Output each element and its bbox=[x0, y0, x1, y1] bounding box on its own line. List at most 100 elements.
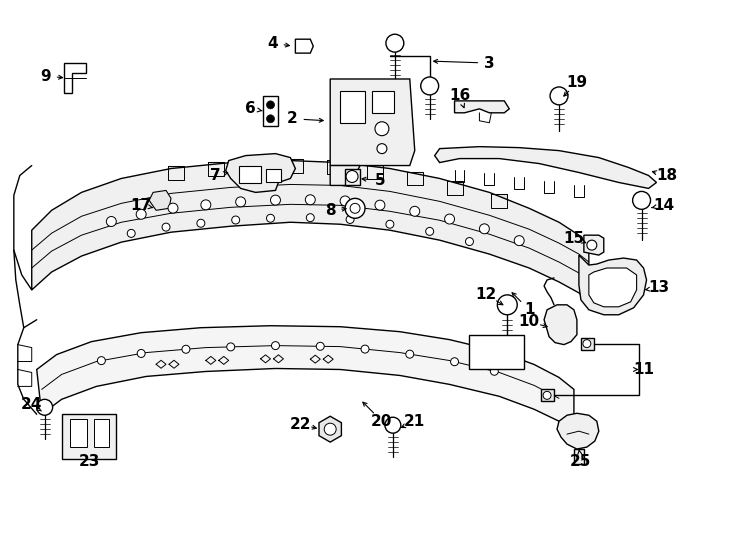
Circle shape bbox=[137, 210, 146, 219]
Text: 1: 1 bbox=[524, 302, 534, 318]
Circle shape bbox=[451, 357, 459, 366]
Circle shape bbox=[421, 77, 439, 95]
Circle shape bbox=[375, 122, 389, 136]
Text: 10: 10 bbox=[519, 314, 539, 329]
Circle shape bbox=[465, 238, 473, 246]
Polygon shape bbox=[168, 166, 184, 180]
Polygon shape bbox=[327, 160, 343, 174]
Polygon shape bbox=[345, 168, 360, 185]
Bar bbox=[470, 335, 524, 369]
Bar bbox=[95, 419, 109, 447]
Text: 21: 21 bbox=[404, 414, 426, 429]
Text: 2: 2 bbox=[287, 111, 298, 126]
Circle shape bbox=[406, 350, 414, 358]
Text: 6: 6 bbox=[245, 102, 256, 116]
Polygon shape bbox=[446, 181, 462, 194]
Bar bbox=[266, 168, 281, 183]
Polygon shape bbox=[584, 235, 604, 255]
Circle shape bbox=[266, 115, 275, 123]
Circle shape bbox=[236, 197, 246, 207]
Text: 13: 13 bbox=[648, 280, 669, 295]
Circle shape bbox=[515, 235, 524, 246]
Text: 5: 5 bbox=[374, 173, 385, 188]
Polygon shape bbox=[330, 79, 415, 166]
Text: 9: 9 bbox=[40, 69, 51, 84]
Circle shape bbox=[543, 392, 551, 400]
Text: 11: 11 bbox=[633, 362, 654, 377]
Bar bbox=[372, 91, 394, 113]
Circle shape bbox=[377, 144, 387, 153]
Polygon shape bbox=[288, 159, 303, 173]
Text: 19: 19 bbox=[567, 76, 587, 91]
Circle shape bbox=[106, 217, 116, 226]
Bar bbox=[340, 91, 365, 123]
Circle shape bbox=[98, 356, 106, 365]
Polygon shape bbox=[579, 255, 647, 315]
Text: 14: 14 bbox=[653, 198, 674, 213]
Polygon shape bbox=[491, 194, 507, 208]
Polygon shape bbox=[149, 191, 171, 210]
Circle shape bbox=[324, 423, 336, 435]
Text: 25: 25 bbox=[570, 454, 592, 469]
Text: 15: 15 bbox=[564, 231, 584, 246]
Circle shape bbox=[227, 343, 235, 351]
Polygon shape bbox=[208, 162, 224, 176]
Circle shape bbox=[385, 417, 401, 433]
Circle shape bbox=[583, 340, 591, 348]
Circle shape bbox=[340, 196, 350, 206]
Polygon shape bbox=[37, 326, 574, 433]
Circle shape bbox=[490, 367, 498, 375]
Circle shape bbox=[266, 214, 275, 222]
Polygon shape bbox=[574, 449, 584, 464]
Circle shape bbox=[375, 200, 385, 210]
Text: 24: 24 bbox=[21, 397, 43, 412]
Circle shape bbox=[345, 198, 365, 218]
Circle shape bbox=[498, 295, 517, 315]
Polygon shape bbox=[62, 414, 116, 459]
Circle shape bbox=[182, 345, 190, 353]
Polygon shape bbox=[226, 153, 295, 192]
Circle shape bbox=[201, 200, 211, 210]
Polygon shape bbox=[581, 338, 594, 349]
Polygon shape bbox=[589, 268, 636, 307]
Circle shape bbox=[306, 214, 314, 221]
Text: 8: 8 bbox=[325, 203, 335, 218]
Circle shape bbox=[137, 349, 145, 357]
Polygon shape bbox=[544, 305, 577, 345]
Text: 17: 17 bbox=[131, 198, 152, 213]
Circle shape bbox=[346, 215, 354, 224]
Polygon shape bbox=[330, 166, 360, 185]
Text: 4: 4 bbox=[267, 36, 277, 51]
Bar bbox=[70, 419, 87, 447]
Polygon shape bbox=[541, 389, 554, 401]
Circle shape bbox=[550, 87, 568, 105]
Bar bbox=[239, 166, 261, 184]
Circle shape bbox=[633, 191, 650, 210]
Text: 22: 22 bbox=[290, 417, 311, 431]
Polygon shape bbox=[32, 160, 589, 302]
Polygon shape bbox=[454, 101, 509, 113]
Circle shape bbox=[587, 240, 597, 250]
Text: 20: 20 bbox=[371, 414, 393, 429]
Polygon shape bbox=[64, 63, 87, 93]
Circle shape bbox=[410, 206, 420, 217]
Circle shape bbox=[127, 230, 135, 238]
Circle shape bbox=[316, 342, 324, 350]
Text: 16: 16 bbox=[449, 89, 470, 103]
Circle shape bbox=[305, 195, 316, 205]
Polygon shape bbox=[557, 413, 599, 449]
Circle shape bbox=[361, 345, 369, 353]
Circle shape bbox=[272, 342, 280, 349]
Text: 23: 23 bbox=[79, 454, 100, 469]
Circle shape bbox=[266, 101, 275, 109]
Circle shape bbox=[350, 204, 360, 213]
Polygon shape bbox=[435, 147, 656, 188]
Circle shape bbox=[426, 227, 434, 235]
Circle shape bbox=[197, 219, 205, 227]
Text: 18: 18 bbox=[656, 168, 677, 183]
Circle shape bbox=[168, 203, 178, 213]
Circle shape bbox=[445, 214, 454, 224]
Circle shape bbox=[37, 400, 53, 415]
Circle shape bbox=[232, 216, 240, 224]
Circle shape bbox=[162, 223, 170, 231]
